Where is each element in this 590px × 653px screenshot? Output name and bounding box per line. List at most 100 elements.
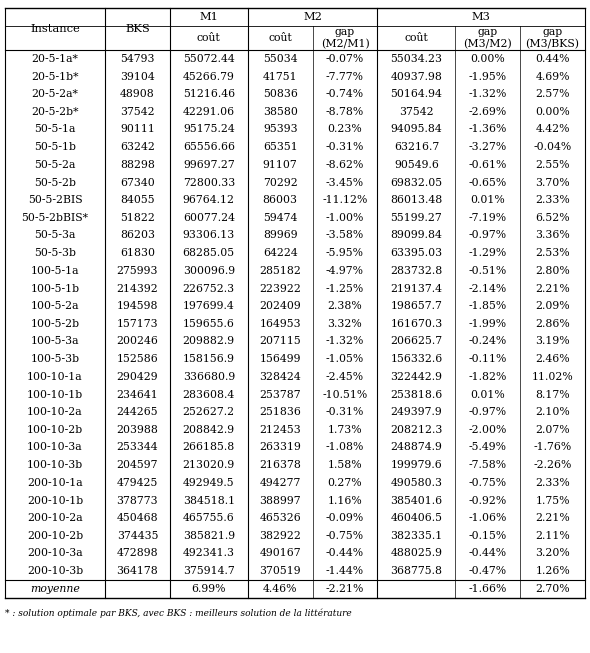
Text: -1.99%: -1.99%	[469, 319, 507, 329]
Text: -1.36%: -1.36%	[468, 125, 507, 135]
Text: -1.85%: -1.85%	[468, 301, 507, 311]
Text: -0.31%: -0.31%	[326, 407, 364, 417]
Text: coût: coût	[197, 33, 221, 43]
Text: 63216.7: 63216.7	[394, 142, 439, 152]
Text: 490167: 490167	[260, 549, 301, 558]
Text: 95175.24: 95175.24	[183, 125, 235, 135]
Text: 20-5-2b*: 20-5-2b*	[31, 107, 78, 117]
Text: 68285.05: 68285.05	[183, 248, 235, 258]
Text: 328424: 328424	[260, 372, 301, 382]
Text: 0.23%: 0.23%	[327, 125, 362, 135]
Text: 91107: 91107	[263, 160, 297, 170]
Text: 0.01%: 0.01%	[470, 195, 505, 205]
Text: 159655.6: 159655.6	[183, 319, 235, 329]
Text: -10.51%: -10.51%	[322, 389, 368, 400]
Text: -0.61%: -0.61%	[468, 160, 507, 170]
Text: 50-5-2BIS: 50-5-2BIS	[28, 195, 83, 205]
Text: 3.19%: 3.19%	[535, 336, 570, 347]
Text: 100-5-3b: 100-5-3b	[31, 354, 80, 364]
Text: 54793: 54793	[120, 54, 155, 64]
Text: 70292: 70292	[263, 178, 297, 187]
Text: -8.62%: -8.62%	[326, 160, 364, 170]
Text: 2.21%: 2.21%	[535, 283, 570, 293]
Text: -7.19%: -7.19%	[469, 213, 507, 223]
Text: 2.11%: 2.11%	[535, 531, 570, 541]
Text: 100-5-1b: 100-5-1b	[31, 283, 80, 293]
Text: 204597: 204597	[117, 460, 158, 470]
Text: 263319: 263319	[259, 443, 301, 453]
Text: 60077.24: 60077.24	[183, 213, 235, 223]
Text: -3.27%: -3.27%	[468, 142, 507, 152]
Text: 490580.3: 490580.3	[391, 478, 442, 488]
Text: -1.08%: -1.08%	[326, 443, 364, 453]
Text: -0.07%: -0.07%	[326, 54, 364, 64]
Text: -0.11%: -0.11%	[468, 354, 507, 364]
Text: 197699.4: 197699.4	[183, 301, 235, 311]
Text: 4.46%: 4.46%	[263, 584, 297, 594]
Text: 100-10-3b: 100-10-3b	[27, 460, 83, 470]
Text: 208842.9: 208842.9	[183, 425, 235, 435]
Text: 156499: 156499	[260, 354, 301, 364]
Text: -7.77%: -7.77%	[326, 71, 364, 82]
Text: coût: coût	[405, 33, 428, 43]
Text: 88298: 88298	[120, 160, 155, 170]
Text: 283732.8: 283732.8	[391, 266, 442, 276]
Text: -1.32%: -1.32%	[326, 336, 364, 347]
Text: 0.44%: 0.44%	[535, 54, 570, 64]
Text: 1.58%: 1.58%	[327, 460, 362, 470]
Text: 63242: 63242	[120, 142, 155, 152]
Text: -2.21%: -2.21%	[326, 584, 364, 594]
Text: 2.33%: 2.33%	[535, 478, 570, 488]
Text: 39104: 39104	[120, 71, 155, 82]
Text: 100-10-1a: 100-10-1a	[27, 372, 83, 382]
Text: 94095.84: 94095.84	[391, 125, 442, 135]
Text: -1.06%: -1.06%	[468, 513, 507, 523]
Text: 249397.9: 249397.9	[391, 407, 442, 417]
Text: 194598: 194598	[117, 301, 158, 311]
Text: -0.24%: -0.24%	[468, 336, 507, 347]
Text: 382335.1: 382335.1	[391, 531, 442, 541]
Text: 253818.6: 253818.6	[391, 389, 442, 400]
Text: 208212.3: 208212.3	[390, 425, 442, 435]
Text: 55034.23: 55034.23	[391, 54, 442, 64]
Text: 50-5-2bBIS*: 50-5-2bBIS*	[21, 213, 88, 223]
Text: 465755.6: 465755.6	[183, 513, 235, 523]
Text: M1: M1	[199, 12, 218, 22]
Text: 100-10-1b: 100-10-1b	[27, 389, 83, 400]
Text: -3.58%: -3.58%	[326, 231, 364, 240]
Text: 488025.9: 488025.9	[391, 549, 442, 558]
Text: 100-10-2b: 100-10-2b	[27, 425, 83, 435]
Text: 45266.79: 45266.79	[183, 71, 235, 82]
Text: 374435: 374435	[117, 531, 158, 541]
Text: -0.47%: -0.47%	[469, 566, 507, 576]
Text: 42291.06: 42291.06	[183, 107, 235, 117]
Text: 234641: 234641	[116, 389, 158, 400]
Text: 50-5-2a: 50-5-2a	[34, 160, 76, 170]
Text: -2.14%: -2.14%	[468, 283, 507, 293]
Text: 1.75%: 1.75%	[535, 496, 570, 505]
Text: 214392: 214392	[116, 283, 158, 293]
Text: 61830: 61830	[120, 248, 155, 258]
Text: 48908: 48908	[120, 89, 155, 99]
Text: 378773: 378773	[117, 496, 158, 505]
Text: 1.16%: 1.16%	[327, 496, 362, 505]
Text: 50-5-3a: 50-5-3a	[34, 231, 76, 240]
Text: 382922: 382922	[259, 531, 301, 541]
Text: 1.26%: 1.26%	[535, 566, 570, 576]
Text: 300096.9: 300096.9	[183, 266, 235, 276]
Text: 50836: 50836	[263, 89, 298, 99]
Text: 248874.9: 248874.9	[391, 443, 442, 453]
Text: -2.00%: -2.00%	[468, 425, 507, 435]
Text: 89969: 89969	[263, 231, 297, 240]
Text: 20-5-2a*: 20-5-2a*	[31, 89, 78, 99]
Text: 86013.48: 86013.48	[391, 195, 442, 205]
Text: 385401.6: 385401.6	[391, 496, 442, 505]
Text: 100-10-2a: 100-10-2a	[27, 407, 83, 417]
Text: 37542: 37542	[399, 107, 434, 117]
Text: 200246: 200246	[116, 336, 158, 347]
Text: 336680.9: 336680.9	[183, 372, 235, 382]
Text: -1.95%: -1.95%	[469, 71, 507, 82]
Text: 2.55%: 2.55%	[535, 160, 570, 170]
Text: M2: M2	[303, 12, 322, 22]
Text: 3.70%: 3.70%	[535, 178, 570, 187]
